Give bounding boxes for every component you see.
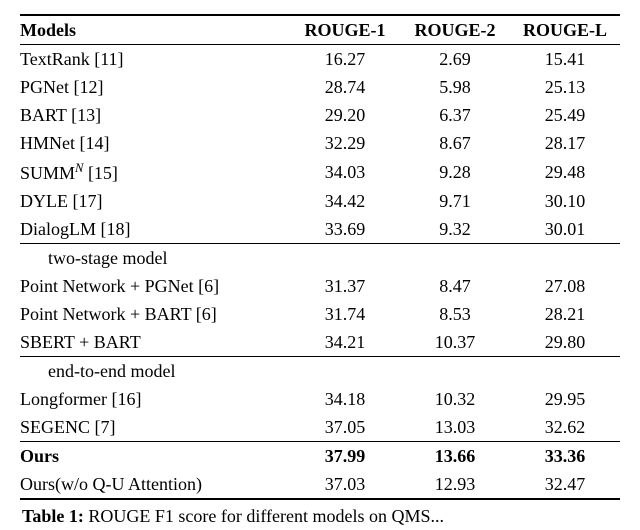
metric-cell: 13.66 xyxy=(400,442,510,471)
metric-cell: 15.41 xyxy=(510,45,620,74)
table-row: SUMMN [15]34.039.2829.48 xyxy=(20,157,620,187)
model-cell: PGNet [12] xyxy=(20,73,290,101)
metric-cell: 37.05 xyxy=(290,413,400,442)
table-row: TextRank [11]16.272.6915.41 xyxy=(20,45,620,74)
table-row: PGNet [12]28.745.9825.13 xyxy=(20,73,620,101)
metric-cell: 32.47 xyxy=(510,470,620,499)
table-caption: Table 1: ROUGE F1 score for different mo… xyxy=(20,500,620,527)
metric-cell: 30.10 xyxy=(510,187,620,215)
metric-cell: 28.74 xyxy=(290,73,400,101)
model-cell: TextRank [11] xyxy=(20,45,290,74)
model-cell: HMNet [14] xyxy=(20,129,290,157)
table-row: Ours37.9913.6633.36 xyxy=(20,442,620,471)
results-table: Models ROUGE-1 ROUGE-2 ROUGE-L TextRank … xyxy=(20,14,620,500)
col-header-rougel: ROUGE-L xyxy=(510,15,620,45)
metric-cell: 9.32 xyxy=(400,215,510,244)
model-cell: SUMMN [15] xyxy=(20,157,290,187)
table-row: SBERT + BART34.2110.3729.80 xyxy=(20,328,620,357)
metric-cell: 31.74 xyxy=(290,300,400,328)
metric-cell: 29.48 xyxy=(510,157,620,187)
metric-cell: 28.21 xyxy=(510,300,620,328)
metric-cell: 8.47 xyxy=(400,272,510,300)
metric-cell: 31.37 xyxy=(290,272,400,300)
model-cell: DialogLM [18] xyxy=(20,215,290,244)
metric-cell: 34.03 xyxy=(290,157,400,187)
model-cell: Longformer [16] xyxy=(20,385,290,413)
caption-text: ROUGE F1 score for different models on Q… xyxy=(88,506,444,526)
metric-cell: 9.28 xyxy=(400,157,510,187)
metric-cell: 2.69 xyxy=(400,45,510,74)
metric-cell: 12.93 xyxy=(400,470,510,499)
metric-cell: 30.01 xyxy=(510,215,620,244)
table-row: Point Network + BART [6]31.748.5328.21 xyxy=(20,300,620,328)
metric-cell: 27.08 xyxy=(510,272,620,300)
metric-cell: 32.29 xyxy=(290,129,400,157)
table-row: DialogLM [18]33.699.3230.01 xyxy=(20,215,620,244)
metric-cell: 9.71 xyxy=(400,187,510,215)
metric-cell: 10.37 xyxy=(400,328,510,357)
metric-cell: 10.32 xyxy=(400,385,510,413)
caption-label: Table 1: xyxy=(22,506,84,526)
model-cell: Point Network + PGNet [6] xyxy=(20,272,290,300)
table-row: Ours(w/o Q-U Attention)37.0312.9332.47 xyxy=(20,470,620,499)
section-header: two-stage model xyxy=(20,244,620,273)
metric-cell: 16.27 xyxy=(290,45,400,74)
metric-cell: 25.49 xyxy=(510,101,620,129)
model-cell: Point Network + BART [6] xyxy=(20,300,290,328)
table-row: Longformer [16]34.1810.3229.95 xyxy=(20,385,620,413)
metric-cell: 29.80 xyxy=(510,328,620,357)
model-cell: Ours xyxy=(20,442,290,471)
col-header-models: Models xyxy=(20,15,290,45)
metric-cell: 13.03 xyxy=(400,413,510,442)
table-body: TextRank [11]16.272.6915.41PGNet [12]28.… xyxy=(20,45,620,500)
table-row: Point Network + PGNet [6]31.378.4727.08 xyxy=(20,272,620,300)
table-row: SEGENC [7]37.0513.0332.62 xyxy=(20,413,620,442)
metric-cell: 28.17 xyxy=(510,129,620,157)
metric-cell: 37.99 xyxy=(290,442,400,471)
model-cell: Ours(w/o Q-U Attention) xyxy=(20,470,290,499)
metric-cell: 29.20 xyxy=(290,101,400,129)
metric-cell: 5.98 xyxy=(400,73,510,101)
metric-cell: 8.53 xyxy=(400,300,510,328)
table-row: DYLE [17]34.429.7130.10 xyxy=(20,187,620,215)
metric-cell: 33.69 xyxy=(290,215,400,244)
metric-cell: 25.13 xyxy=(510,73,620,101)
table-row: BART [13]29.206.3725.49 xyxy=(20,101,620,129)
metric-cell: 34.21 xyxy=(290,328,400,357)
section-header: end-to-end model xyxy=(20,357,620,386)
metric-cell: 6.37 xyxy=(400,101,510,129)
metric-cell: 34.18 xyxy=(290,385,400,413)
model-cell: SEGENC [7] xyxy=(20,413,290,442)
table-row: HMNet [14]32.298.6728.17 xyxy=(20,129,620,157)
metric-cell: 33.36 xyxy=(510,442,620,471)
metric-cell: 37.03 xyxy=(290,470,400,499)
metric-cell: 34.42 xyxy=(290,187,400,215)
model-cell: SBERT + BART xyxy=(20,328,290,357)
metric-cell: 32.62 xyxy=(510,413,620,442)
model-cell: DYLE [17] xyxy=(20,187,290,215)
col-header-rouge2: ROUGE-2 xyxy=(400,15,510,45)
metric-cell: 29.95 xyxy=(510,385,620,413)
metric-cell: 8.67 xyxy=(400,129,510,157)
model-cell: BART [13] xyxy=(20,101,290,129)
col-header-rouge1: ROUGE-1 xyxy=(290,15,400,45)
